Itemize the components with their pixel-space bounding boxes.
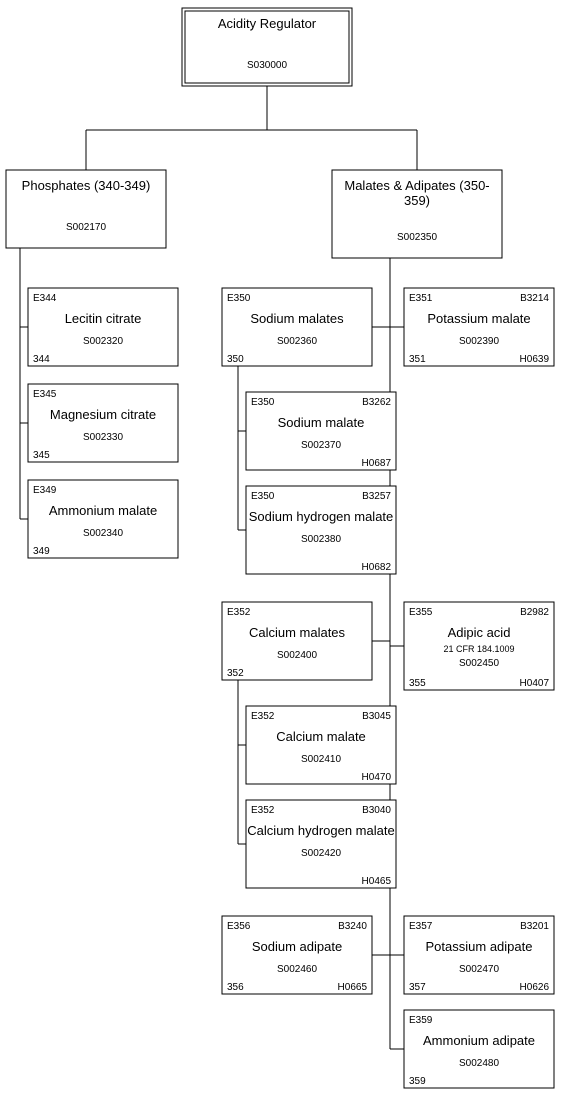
svg-text:Ammonium malate: Ammonium malate <box>49 503 157 518</box>
svg-text:Ammonium adipate: Ammonium adipate <box>423 1033 535 1048</box>
svg-text:345: 345 <box>33 450 50 461</box>
svg-text:355: 355 <box>409 678 426 689</box>
svg-text:Phosphates (340-349): Phosphates (340-349) <box>22 178 151 193</box>
svg-text:H0687: H0687 <box>362 458 392 469</box>
svg-text:E357: E357 <box>409 921 433 932</box>
svg-text:H0626: H0626 <box>520 982 550 993</box>
svg-text:Calcium malate: Calcium malate <box>276 729 366 744</box>
svg-text:E355: E355 <box>409 607 433 618</box>
svg-text:Malates & Adipates (350-: Malates & Adipates (350- <box>344 178 489 193</box>
svg-text:B3257: B3257 <box>362 491 391 502</box>
svg-text:S002400: S002400 <box>277 650 317 661</box>
svg-text:Potassium malate: Potassium malate <box>427 311 530 326</box>
svg-text:S002330: S002330 <box>83 432 123 443</box>
svg-text:Magnesium citrate: Magnesium citrate <box>50 407 156 422</box>
svg-text:H0639: H0639 <box>520 354 550 365</box>
svg-text:S002420: S002420 <box>301 848 341 859</box>
svg-text:H0682: H0682 <box>362 562 392 573</box>
svg-text:S002390: S002390 <box>459 336 499 347</box>
svg-text:S002460: S002460 <box>277 964 317 975</box>
svg-text:E352: E352 <box>227 607 251 618</box>
svg-text:S002410: S002410 <box>301 754 341 765</box>
svg-text:B3240: B3240 <box>338 921 367 932</box>
svg-text:Lecitin citrate: Lecitin citrate <box>65 311 142 326</box>
svg-text:S002350: S002350 <box>397 232 437 243</box>
svg-text:S002450: S002450 <box>459 658 499 669</box>
svg-text:E352: E352 <box>251 805 275 816</box>
svg-text:352: 352 <box>227 668 244 679</box>
svg-text:E359: E359 <box>409 1015 433 1026</box>
svg-text:B3201: B3201 <box>520 921 549 932</box>
svg-text:Adipic acid: Adipic acid <box>448 625 511 640</box>
svg-text:H0665: H0665 <box>338 982 368 993</box>
svg-text:E356: E356 <box>227 921 251 932</box>
svg-text:S002480: S002480 <box>459 1058 499 1069</box>
svg-text:Acidity Regulator: Acidity Regulator <box>218 16 317 31</box>
svg-text:359): 359) <box>404 193 430 208</box>
svg-text:B2982: B2982 <box>520 607 549 618</box>
svg-text:21 CFR 184.1009: 21 CFR 184.1009 <box>443 644 514 654</box>
svg-text:359: 359 <box>409 1076 426 1087</box>
svg-text:350: 350 <box>227 354 244 365</box>
svg-text:Sodium hydrogen malate: Sodium hydrogen malate <box>249 509 394 524</box>
svg-text:S002360: S002360 <box>277 336 317 347</box>
svg-text:349: 349 <box>33 546 50 557</box>
svg-text:E350: E350 <box>251 397 275 408</box>
svg-text:S002170: S002170 <box>66 222 106 233</box>
svg-text:B3262: B3262 <box>362 397 391 408</box>
svg-text:H0407: H0407 <box>520 678 550 689</box>
svg-text:E350: E350 <box>227 293 251 304</box>
svg-text:S002470: S002470 <box>459 964 499 975</box>
svg-text:344: 344 <box>33 354 50 365</box>
svg-text:Calcium hydrogen malate: Calcium hydrogen malate <box>247 823 394 838</box>
svg-text:Potassium adipate: Potassium adipate <box>426 939 533 954</box>
svg-text:E344: E344 <box>33 293 57 304</box>
svg-text:S002380: S002380 <box>301 534 341 545</box>
svg-text:E351: E351 <box>409 293 433 304</box>
svg-text:Sodium adipate: Sodium adipate <box>252 939 342 954</box>
svg-text:S030000: S030000 <box>247 60 287 71</box>
svg-text:Sodium malates: Sodium malates <box>250 311 344 326</box>
svg-text:B3214: B3214 <box>520 293 549 304</box>
svg-text:E352: E352 <box>251 711 275 722</box>
svg-text:E350: E350 <box>251 491 275 502</box>
svg-text:S002320: S002320 <box>83 336 123 347</box>
svg-text:356: 356 <box>227 982 244 993</box>
svg-text:B3040: B3040 <box>362 805 391 816</box>
svg-text:H0470: H0470 <box>362 772 392 783</box>
hierarchy-diagram: Acidity Regulator S030000 Phosphates (340-… <box>0 0 572 1097</box>
svg-text:S002370: S002370 <box>301 440 341 451</box>
svg-text:Calcium malates: Calcium malates <box>249 625 346 640</box>
svg-text:357: 357 <box>409 982 426 993</box>
svg-text:S002340: S002340 <box>83 528 123 539</box>
svg-text:B3045: B3045 <box>362 711 391 722</box>
svg-text:Sodium malate: Sodium malate <box>278 415 365 430</box>
svg-text:E345: E345 <box>33 389 57 400</box>
svg-text:E349: E349 <box>33 485 57 496</box>
svg-text:H0465: H0465 <box>362 876 392 887</box>
svg-text:351: 351 <box>409 354 426 365</box>
